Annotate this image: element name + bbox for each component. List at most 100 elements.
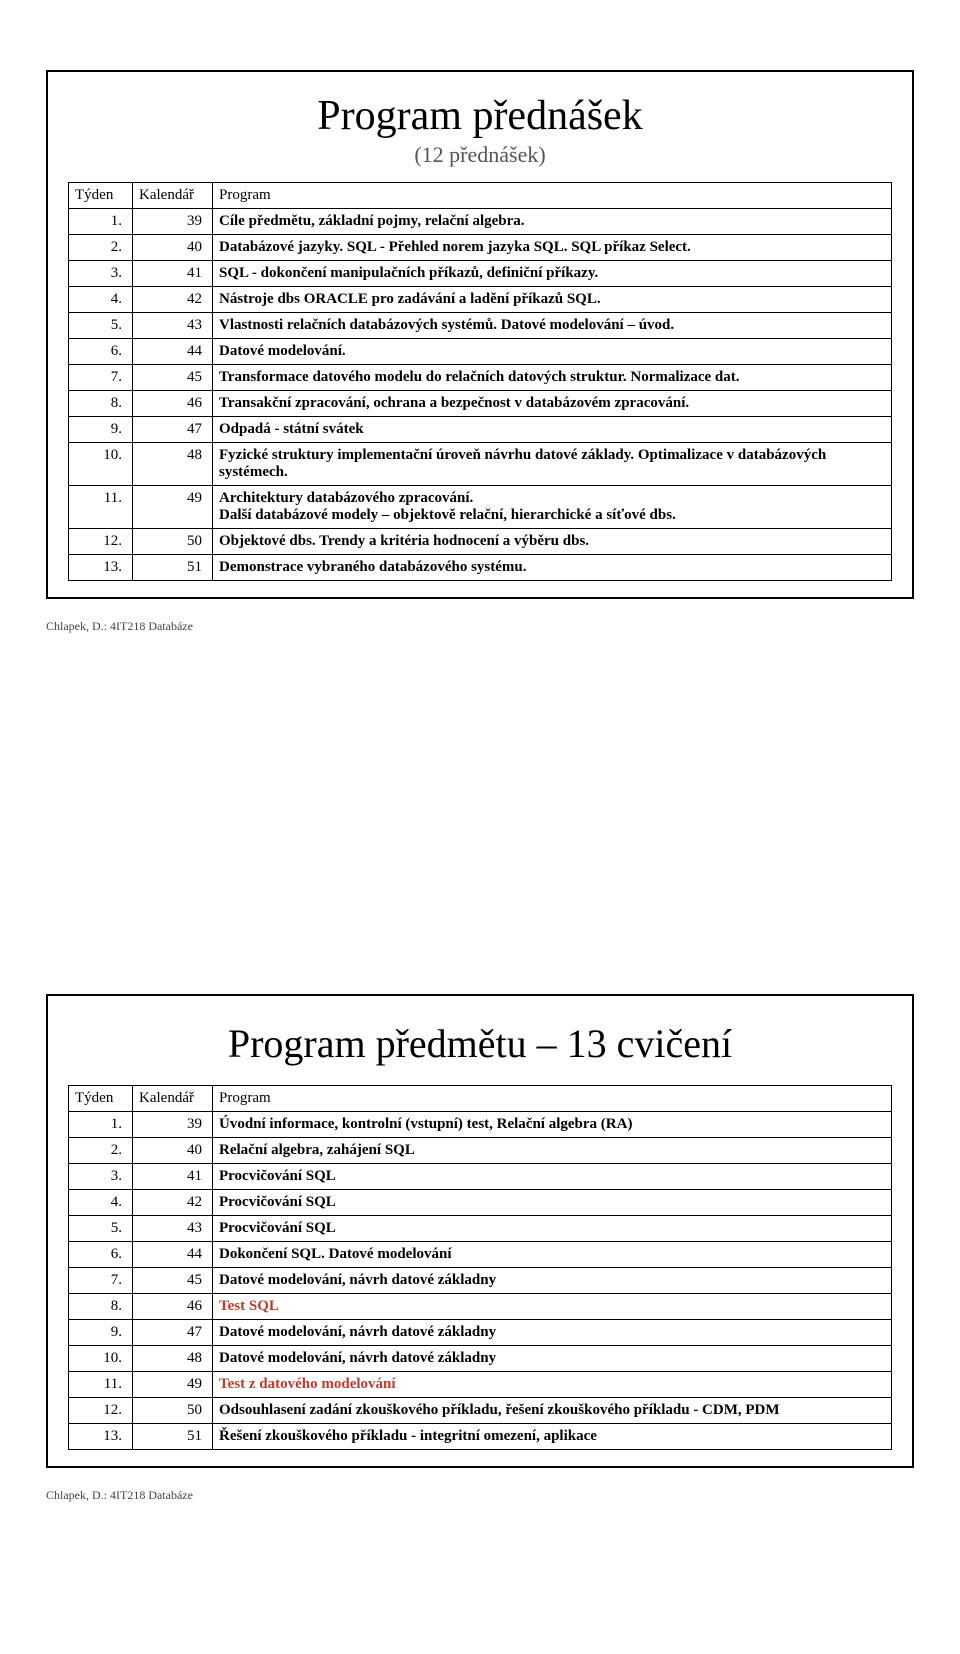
cell-calendar: 48: [133, 1346, 213, 1372]
table-row: 1.39Cíle předmětu, základní pojmy, relač…: [69, 209, 892, 235]
cell-week: 11.: [69, 1372, 133, 1398]
cell-week: 1.: [69, 209, 133, 235]
table-row: 8.46Transakční zpracování, ochrana a bez…: [69, 391, 892, 417]
header-program: Program: [213, 183, 892, 209]
cell-calendar: 40: [133, 235, 213, 261]
table-header-row: Týden Kalendář Program: [69, 1086, 892, 1112]
table-header-row: Týden Kalendář Program: [69, 183, 892, 209]
slide1-subtitle: (12 přednášek): [68, 142, 892, 168]
header-week: Týden: [69, 1086, 133, 1112]
cell-week: 6.: [69, 1242, 133, 1268]
cell-week: 5.: [69, 313, 133, 339]
table-row: 9.47Datové modelování, návrh datové zákl…: [69, 1320, 892, 1346]
table-row: 9.47Odpadá - státní svátek: [69, 417, 892, 443]
table-row: 12.50Objektové dbs. Trendy a kritéria ho…: [69, 529, 892, 555]
cell-program: Architektury databázového zpracování.Dal…: [213, 486, 892, 529]
cell-program: Relační algebra, zahájení SQL: [213, 1138, 892, 1164]
cell-calendar: 47: [133, 417, 213, 443]
cell-calendar: 40: [133, 1138, 213, 1164]
cell-week: 8.: [69, 1294, 133, 1320]
cell-program: Fyzické struktury implementační úroveň n…: [213, 443, 892, 486]
table-row: 2.40Databázové jazyky. SQL - Přehled nor…: [69, 235, 892, 261]
header-week: Týden: [69, 183, 133, 209]
table-row: 13.51Řešení zkouškového příkladu - integ…: [69, 1424, 892, 1450]
cell-week: 10.: [69, 443, 133, 486]
cell-week: 9.: [69, 417, 133, 443]
table-row: 3.41Procvičování SQL: [69, 1164, 892, 1190]
cell-week: 4.: [69, 1190, 133, 1216]
lectures-table: Týden Kalendář Program 1.39Cíle předmětu…: [68, 182, 892, 581]
cell-calendar: 43: [133, 1216, 213, 1242]
cell-week: 6.: [69, 339, 133, 365]
table-row: 4.42Procvičování SQL: [69, 1190, 892, 1216]
cell-program: Objektové dbs. Trendy a kritéria hodnoce…: [213, 529, 892, 555]
cell-week: 2.: [69, 235, 133, 261]
cell-program: Odsouhlasení zadání zkouškového příkladu…: [213, 1398, 892, 1424]
cell-week: 7.: [69, 365, 133, 391]
slide1-footer: Chlapek, D.: 4IT218 Databáze: [46, 619, 914, 634]
cell-program: SQL - dokončení manipulačních příkazů, d…: [213, 261, 892, 287]
cell-week: 11.: [69, 486, 133, 529]
cell-calendar: 51: [133, 555, 213, 581]
cell-calendar: 39: [133, 1112, 213, 1138]
cell-program: Demonstrace vybraného databázového systé…: [213, 555, 892, 581]
cell-program: Cíle předmětu, základní pojmy, relační a…: [213, 209, 892, 235]
cell-calendar: 46: [133, 1294, 213, 1320]
table-row: 10.48Datové modelování, návrh datové zák…: [69, 1346, 892, 1372]
cell-week: 13.: [69, 1424, 133, 1450]
cell-week: 12.: [69, 1398, 133, 1424]
cell-calendar: 50: [133, 1398, 213, 1424]
cell-week: 9.: [69, 1320, 133, 1346]
table-row: 5.43Vlastnosti relačních databázových sy…: [69, 313, 892, 339]
cell-program: Řešení zkouškového příkladu - integritní…: [213, 1424, 892, 1450]
table-row: 11.49Test z datového modelování: [69, 1372, 892, 1398]
table-row: 6.44Dokončení SQL. Datové modelování: [69, 1242, 892, 1268]
cell-calendar: 45: [133, 365, 213, 391]
table-row: 6.44Datové modelování.: [69, 339, 892, 365]
cell-program: Datové modelování.: [213, 339, 892, 365]
cell-program: Procvičování SQL: [213, 1164, 892, 1190]
cell-calendar: 39: [133, 209, 213, 235]
cell-calendar: 45: [133, 1268, 213, 1294]
cell-calendar: 43: [133, 313, 213, 339]
cell-week: 2.: [69, 1138, 133, 1164]
cell-program: Odpadá - státní svátek: [213, 417, 892, 443]
cell-calendar: 41: [133, 1164, 213, 1190]
cell-program: Test z datového modelování: [213, 1372, 892, 1398]
table-row: 13.51Demonstrace vybraného databázového …: [69, 555, 892, 581]
cell-week: 12.: [69, 529, 133, 555]
table-row: 10.48Fyzické struktury implementační úro…: [69, 443, 892, 486]
table-row: 4.42Nástroje dbs ORACLE pro zadávání a l…: [69, 287, 892, 313]
table-row: 7.45Datové modelování, návrh datové zákl…: [69, 1268, 892, 1294]
cell-week: 3.: [69, 261, 133, 287]
cell-week: 8.: [69, 391, 133, 417]
page-spacer: [0, 694, 960, 924]
table-row: 1.39Úvodní informace, kontrolní (vstupní…: [69, 1112, 892, 1138]
cell-calendar: 41: [133, 261, 213, 287]
cell-week: 13.: [69, 555, 133, 581]
cell-program: Transformace datového modelu do relačníc…: [213, 365, 892, 391]
cell-program: Procvičování SQL: [213, 1190, 892, 1216]
header-calendar: Kalendář: [133, 183, 213, 209]
table-row: 2.40Relační algebra, zahájení SQL: [69, 1138, 892, 1164]
slide2-title: Program předmětu – 13 cvičení: [68, 1020, 892, 1067]
cell-week: 4.: [69, 287, 133, 313]
cell-program: Nástroje dbs ORACLE pro zadávání a laděn…: [213, 287, 892, 313]
cell-calendar: 44: [133, 339, 213, 365]
cell-program: Datové modelování, návrh datové základny: [213, 1346, 892, 1372]
cell-program: Databázové jazyky. SQL - Přehled norem j…: [213, 235, 892, 261]
table-row: 3.41SQL - dokončení manipulačních příkaz…: [69, 261, 892, 287]
cell-program: Test SQL: [213, 1294, 892, 1320]
cell-week: 3.: [69, 1164, 133, 1190]
exercises-table: Týden Kalendář Program 1.39Úvodní inform…: [68, 1085, 892, 1450]
cell-week: 1.: [69, 1112, 133, 1138]
slide-exercises: Program předmětu – 13 cvičení Týden Kale…: [46, 994, 914, 1468]
cell-program: Vlastnosti relačních databázových systém…: [213, 313, 892, 339]
slide-lectures: Program přednášek (12 přednášek) Týden K…: [46, 70, 914, 599]
cell-calendar: 50: [133, 529, 213, 555]
table-row: 8.46Test SQL: [69, 1294, 892, 1320]
cell-program: Procvičování SQL: [213, 1216, 892, 1242]
cell-calendar: 49: [133, 1372, 213, 1398]
cell-calendar: 51: [133, 1424, 213, 1450]
cell-calendar: 47: [133, 1320, 213, 1346]
